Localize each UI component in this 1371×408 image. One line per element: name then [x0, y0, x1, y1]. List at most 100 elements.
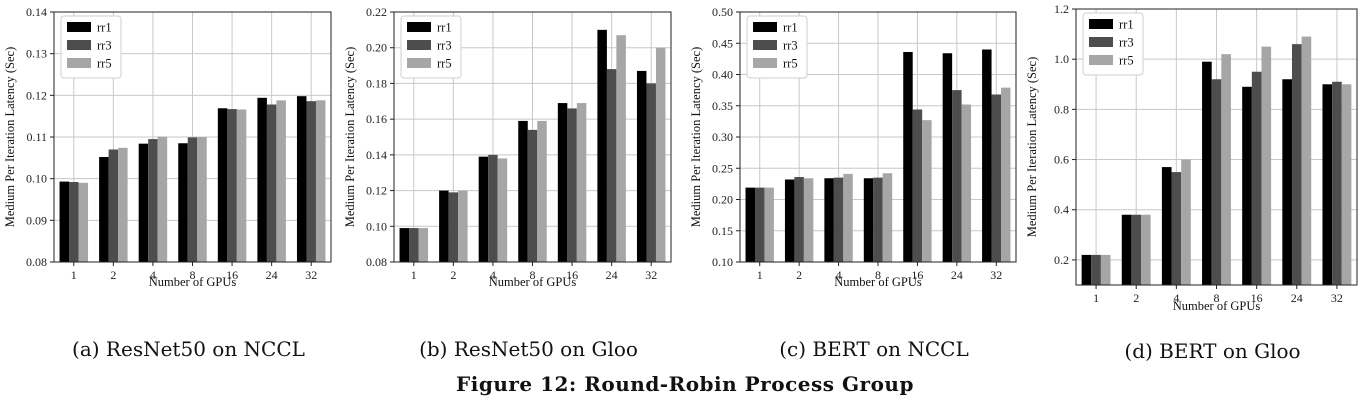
- bar-rr3-1: [754, 187, 765, 262]
- legend-label-rr5: rr5: [1119, 54, 1134, 68]
- x-tick-label: 4: [150, 268, 156, 282]
- bar-rr1-8: [863, 178, 874, 262]
- bar-rr3-32: [991, 94, 1002, 262]
- bar-rr3-8: [1211, 79, 1222, 285]
- bar-rr3-1: [69, 182, 79, 262]
- x-tick-label: 4: [490, 268, 496, 282]
- bar-rr3-2: [1131, 214, 1142, 285]
- y-tick-label: 0.10: [712, 255, 733, 269]
- bar-rr5-16: [236, 109, 247, 262]
- legend-label-rr1: rr1: [783, 21, 798, 35]
- bar-rr5-1: [764, 187, 774, 262]
- chart-panel-b: 0.080.100.120.140.160.180.200.221 2 4 8 16 24…: [343, 5, 672, 361]
- bar-rr3-2: [108, 149, 119, 262]
- bar-rr1-16: [1242, 86, 1252, 285]
- y-tick-label: 0.15: [712, 224, 733, 238]
- bar-rr1-24: [942, 53, 953, 262]
- bar-rr3-16: [912, 109, 923, 262]
- y-tick-label: 0.8: [1054, 102, 1069, 116]
- y-tick-label: 1.0: [1054, 52, 1069, 66]
- legend-swatch-rr3: [67, 40, 91, 50]
- bar-rr1-1: [745, 187, 755, 262]
- y-tick-label: 0.20: [712, 193, 733, 207]
- y-tick-label: 0.25: [712, 161, 733, 175]
- legend-label-rr5: rr5: [97, 57, 112, 71]
- x-tick-label: 4: [1173, 291, 1179, 305]
- chart-panel-d: 0.20.40.60.81.01.21 2 4 8 16 24 32rr1rr3rr5Num…: [1025, 2, 1358, 363]
- x-tick-label: 24: [266, 268, 278, 282]
- bar-rr5-16: [922, 120, 932, 262]
- x-tick-label: 2: [1133, 291, 1139, 305]
- legend-label-rr3: rr3: [783, 39, 798, 53]
- bar-rr5-32: [1341, 84, 1352, 285]
- y-tick-label: 0.22: [366, 5, 387, 19]
- plot-frame: [739, 11, 1017, 263]
- y-tick-label: 0.12: [366, 184, 387, 198]
- x-tick-label: 32: [305, 268, 317, 282]
- x-tick-label: 24: [951, 268, 963, 282]
- bar-rr3-32: [1332, 81, 1342, 285]
- y-tick-label: 0.08: [26, 255, 47, 269]
- y-tick-label: 0.18: [366, 76, 387, 90]
- bar-rr5-16: [576, 103, 587, 262]
- y-tick-label: 0.35: [712, 99, 733, 113]
- bar-rr5-24: [961, 104, 972, 262]
- x-tick-label: 16: [226, 268, 238, 282]
- bar-rr3-1: [409, 228, 419, 262]
- x-tick-label: 32: [645, 268, 657, 282]
- bar-rr1-4: [1161, 167, 1172, 285]
- y-tick-label: 0.20: [366, 41, 387, 55]
- x-tick-label: 4: [836, 268, 842, 282]
- y-tick-label: 0.4: [1054, 203, 1069, 217]
- y-tick-label: 0.2: [1054, 253, 1069, 267]
- panel-caption: (d) BERT on Gloo: [1124, 339, 1300, 363]
- bar-rr3-8: [527, 129, 538, 262]
- bar-rr1-16: [557, 103, 568, 262]
- legend-swatch-rr5: [1089, 55, 1113, 65]
- bar-rr3-4: [833, 177, 844, 262]
- x-tick-label: 24: [1291, 291, 1303, 305]
- x-tick-label: 8: [875, 268, 881, 282]
- bar-rr5-1: [1100, 254, 1111, 285]
- bar-rr3-4: [488, 154, 498, 262]
- y-tick-label: 0.10: [366, 219, 387, 233]
- bar-rr3-24: [606, 69, 617, 263]
- x-axis-label: Number of GPUs: [834, 275, 922, 289]
- x-tick-label: 8: [190, 268, 196, 282]
- bar-rr1-8: [1202, 61, 1212, 285]
- legend-swatch-rr1: [1089, 19, 1113, 29]
- x-tick-label: 8: [530, 268, 536, 282]
- bar-rr3-24: [952, 90, 962, 262]
- y-tick-label: 0.45: [712, 36, 733, 50]
- y-axis-label: Medium Per Iteration Latency (Sec): [343, 47, 357, 228]
- x-tick-label: 16: [1251, 291, 1263, 305]
- bar-rr1-32: [982, 49, 992, 262]
- legend-label-rr3: rr3: [437, 39, 452, 53]
- bar-rr5-2: [118, 147, 128, 262]
- legend-swatch-rr1: [67, 22, 91, 32]
- plot-frame: [393, 11, 672, 263]
- bar-rr5-8: [537, 120, 547, 262]
- figure-title: Figure 12: Round-Robin Process Group: [456, 372, 914, 396]
- bar-rr3-8: [187, 137, 198, 262]
- bar-rr1-24: [597, 29, 607, 262]
- bar-rr3-24: [266, 104, 277, 262]
- x-tick-label: 32: [1331, 291, 1343, 305]
- x-tick-label: 2: [796, 268, 802, 282]
- bar-rr5-8: [882, 173, 893, 262]
- x-tick-label: 1: [757, 268, 763, 282]
- x-tick-label: 16: [911, 268, 923, 282]
- legend-swatch-rr3: [1089, 37, 1113, 47]
- y-tick-label: 0.30: [712, 130, 733, 144]
- bar-rr1-4: [138, 143, 149, 262]
- bar-rr5-16: [1261, 46, 1272, 285]
- y-tick-label: 0.09: [26, 213, 47, 227]
- x-tick-label: 8: [1214, 291, 1220, 305]
- plot-frame: [1075, 8, 1358, 286]
- bar-rr1-2: [784, 179, 795, 262]
- bar-rr1-24: [257, 97, 267, 262]
- bar-rr3-32: [306, 101, 316, 263]
- bar-rr5-1: [418, 228, 429, 262]
- bar-rr3-4: [148, 139, 158, 262]
- bar-rr3-4: [1171, 172, 1182, 285]
